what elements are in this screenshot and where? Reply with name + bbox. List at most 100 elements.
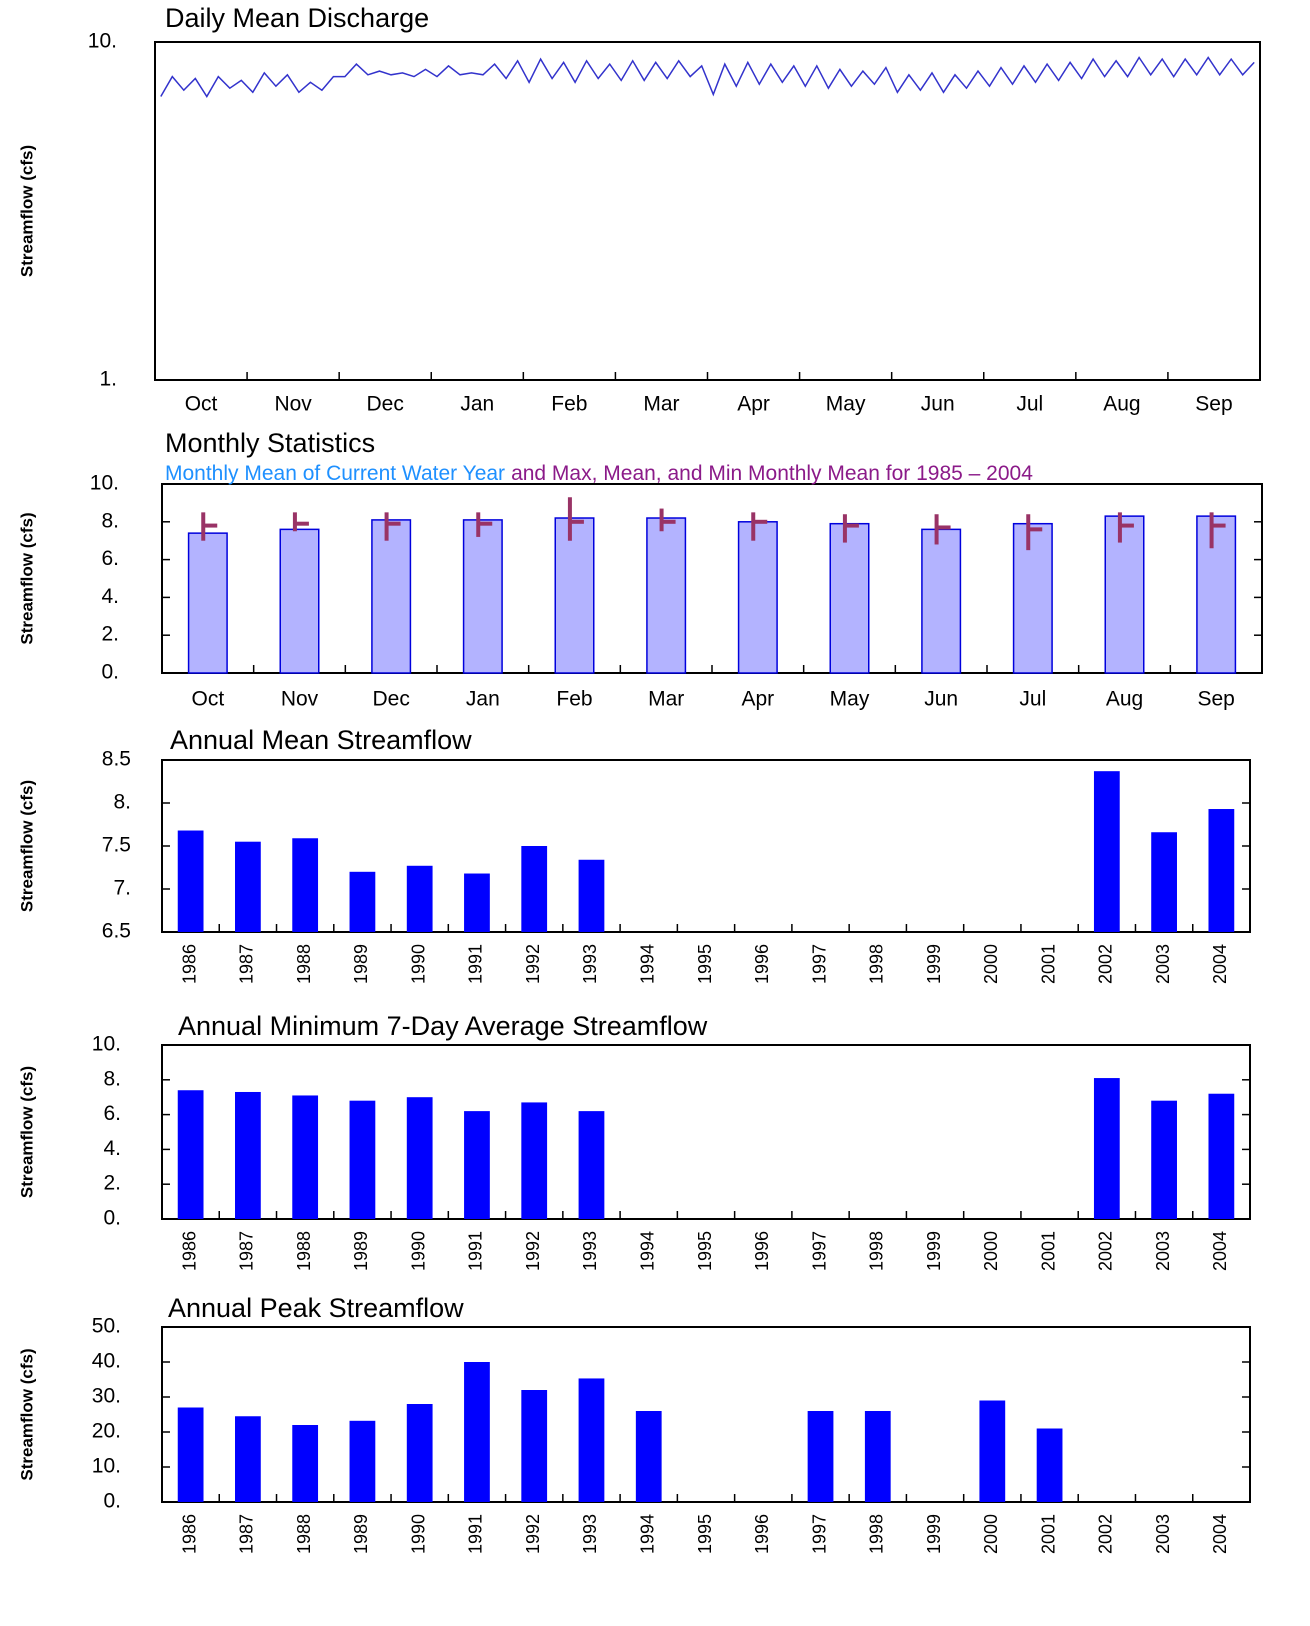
- x-tick-label: 2000: [981, 944, 1001, 984]
- y-tick-label: 20.: [92, 1420, 121, 1443]
- bar: [864, 1411, 891, 1502]
- y-tick-label: 6.5: [102, 920, 131, 943]
- x-tick-label: 1989: [351, 1231, 371, 1271]
- bar: [1012, 522, 1053, 674]
- x-tick-label: 2002: [1096, 944, 1116, 984]
- y-tick-label: 1.: [99, 368, 117, 391]
- bar: [829, 522, 870, 674]
- x-tick-label: 1992: [523, 1231, 543, 1271]
- x-tick-label: Feb: [556, 688, 592, 711]
- x-tick-label: Oct: [185, 393, 218, 416]
- x-tick-label: Dec: [372, 688, 409, 711]
- bar: [279, 528, 320, 674]
- x-tick-label: Nov: [281, 688, 319, 711]
- y-tick-label: 8.: [113, 791, 131, 814]
- x-tick-label: Jul: [1016, 393, 1043, 416]
- bar: [1151, 832, 1177, 932]
- y-tick-label: 10.: [88, 30, 117, 53]
- plot-frame: [161, 1044, 1251, 1220]
- bar: [1093, 771, 1120, 932]
- bar: [521, 846, 548, 932]
- x-tick-label: 1993: [580, 944, 600, 984]
- bar: [1208, 809, 1235, 932]
- bar: [737, 521, 778, 674]
- x-tick-label: 1989: [351, 1514, 371, 1554]
- x-tick-label: 2001: [1038, 1514, 1058, 1554]
- x-tick-label: 1996: [752, 1514, 772, 1554]
- subtitle-part: and Max, Mean, and Min Monthly Mean for …: [511, 462, 1033, 485]
- chart-title: Annual Minimum 7-Day Average Streamflow: [178, 1011, 708, 1041]
- bar: [371, 519, 412, 674]
- bar: [521, 1102, 548, 1219]
- x-tick-label: 2001: [1038, 944, 1058, 984]
- y-axis-label: Streamflow (cfs): [17, 145, 36, 277]
- y-tick-label: 6.: [103, 1102, 121, 1125]
- y-tick-label: 10.: [92, 1455, 121, 1478]
- x-tick-label: 2004: [1210, 944, 1230, 984]
- y-tick-label: 10.: [90, 472, 119, 495]
- bar: [235, 1416, 261, 1502]
- x-tick-label: Jul: [1019, 688, 1046, 711]
- x-tick-label: 1994: [637, 1231, 657, 1271]
- bar: [464, 1362, 490, 1502]
- y-axis-label: Streamflow (cfs): [17, 512, 36, 644]
- y-tick-label: 30.: [92, 1385, 121, 1408]
- bar: [578, 1111, 605, 1219]
- x-tick-label: 2003: [1153, 1514, 1173, 1554]
- x-tick-label: 1996: [752, 1231, 772, 1271]
- bar: [979, 1400, 1006, 1502]
- x-tick-label: Mar: [648, 688, 684, 711]
- x-tick-label: Apr: [741, 688, 774, 711]
- x-tick-label: 1988: [294, 1231, 314, 1271]
- x-tick-label: Nov: [274, 393, 312, 416]
- x-tick-label: Jan: [466, 688, 500, 711]
- bar: [464, 1111, 490, 1219]
- chart-title: Monthly Statistics: [165, 428, 375, 458]
- plot-frame: [161, 1326, 1251, 1503]
- bar: [646, 517, 687, 674]
- chart-title: Annual Peak Streamflow: [168, 1293, 464, 1323]
- bar: [578, 1378, 605, 1502]
- x-tick-label: 1996: [752, 944, 772, 984]
- discharge-line: [160, 56, 1255, 98]
- x-tick-label: 1995: [695, 1231, 715, 1271]
- plot-frame: [154, 41, 1261, 381]
- x-tick-label: 1990: [408, 944, 428, 984]
- x-tick-label: Jun: [921, 393, 955, 416]
- x-tick-label: 1998: [867, 944, 887, 984]
- x-tick-label: 1988: [294, 944, 314, 984]
- x-tick-label: 1999: [924, 944, 944, 984]
- x-tick-label: 1998: [867, 1231, 887, 1271]
- x-tick-label: 1998: [867, 1514, 887, 1554]
- bar: [807, 1411, 834, 1502]
- x-tick-label: 2002: [1096, 1231, 1116, 1271]
- x-tick-label: 1993: [580, 1514, 600, 1554]
- x-tick-label: 1991: [466, 944, 486, 984]
- x-tick-label: 1986: [179, 944, 199, 984]
- x-tick-label: Sep: [1195, 393, 1232, 416]
- x-tick-label: 1991: [466, 1231, 486, 1271]
- x-tick-label: Mar: [643, 393, 679, 416]
- subtitle-part: Monthly Mean of Current Water Year: [165, 462, 505, 485]
- x-tick-label: 1999: [924, 1514, 944, 1554]
- y-tick-label: 0.: [101, 661, 119, 684]
- plot-frame: [161, 483, 1263, 674]
- x-tick-label: 2000: [981, 1231, 1001, 1271]
- x-tick-label: 1986: [179, 1514, 199, 1554]
- plot-frame: [161, 759, 1251, 933]
- bar: [349, 871, 376, 932]
- x-tick-label: 1990: [408, 1231, 428, 1271]
- bar: [406, 865, 433, 932]
- y-tick-label: 8.: [101, 509, 119, 532]
- y-tick-label: 4.: [103, 1137, 121, 1160]
- bar: [1208, 1093, 1235, 1219]
- x-tick-label: 1991: [466, 1514, 486, 1554]
- x-tick-label: 1995: [695, 944, 715, 984]
- y-axis-label: Streamflow (cfs): [17, 780, 36, 912]
- x-tick-label: 2002: [1096, 1514, 1116, 1554]
- x-tick-label: 1994: [637, 944, 657, 984]
- subtitle: Monthly Mean of Current Water Year and Ma…: [165, 462, 1033, 485]
- bar: [406, 1097, 433, 1219]
- bar: [1093, 1078, 1120, 1219]
